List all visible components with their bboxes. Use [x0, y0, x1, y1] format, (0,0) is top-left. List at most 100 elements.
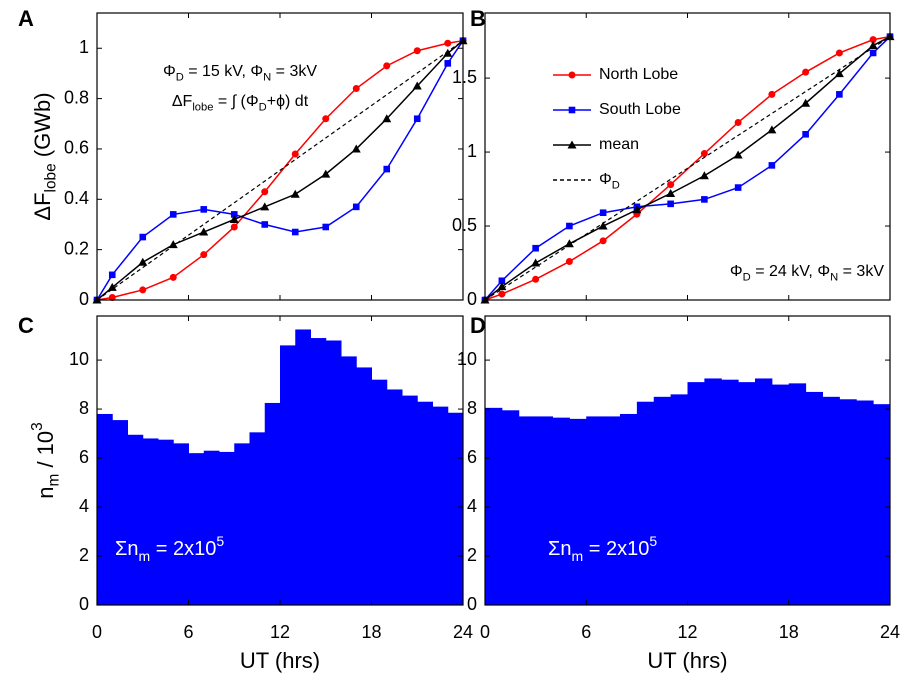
series-line — [484, 36, 891, 301]
marker — [599, 209, 607, 217]
y-tick-label: 6 — [79, 447, 89, 467]
bar — [325, 340, 342, 605]
marker — [169, 273, 177, 281]
y-tick-label: 0.5 — [452, 215, 477, 235]
panel-label: D — [470, 313, 486, 338]
bar — [356, 367, 372, 605]
bar — [805, 391, 823, 605]
marker — [701, 196, 708, 203]
marker — [230, 211, 238, 218]
legend-label: South Lobe — [599, 101, 681, 118]
text-part: D — [743, 272, 751, 284]
y-tick-label: 0 — [467, 289, 477, 309]
series-line — [96, 39, 464, 301]
panel-label: C — [18, 313, 34, 338]
bar — [721, 379, 739, 605]
y-tick-label: 8 — [79, 398, 89, 418]
marker — [835, 49, 843, 57]
marker — [443, 48, 453, 57]
bar — [771, 384, 790, 605]
x-tick-label: 18 — [779, 622, 799, 642]
marker — [383, 165, 391, 173]
marker — [598, 221, 608, 230]
x-tick-label: 6 — [183, 622, 193, 642]
marker — [229, 214, 239, 223]
marker — [444, 39, 452, 47]
marker — [632, 205, 642, 214]
y-tick-label: 10 — [69, 349, 89, 369]
bar — [755, 378, 773, 605]
bar — [535, 416, 553, 605]
marker — [230, 223, 238, 231]
text-part: = 3kV — [838, 263, 884, 280]
marker — [802, 68, 810, 76]
bar — [822, 396, 840, 605]
text-part: = 15 kV, Φ — [184, 63, 263, 80]
text-part: = ∫ (Φ — [213, 93, 258, 110]
marker — [290, 189, 300, 198]
y-tick-label: 2 — [467, 545, 477, 565]
text-part: D — [259, 102, 267, 114]
marker — [666, 188, 676, 197]
bar — [173, 443, 189, 605]
y-tick-label: 6 — [467, 447, 477, 467]
y-tick-label: 1 — [79, 37, 89, 57]
bar — [518, 416, 537, 605]
y-tick-label: 0 — [79, 594, 89, 614]
x-tick-label: 18 — [361, 622, 381, 642]
marker — [565, 258, 573, 266]
legend-marker — [568, 71, 576, 79]
marker — [382, 114, 392, 123]
annotation: Σnm = 2x105 — [548, 533, 657, 564]
bar — [371, 379, 388, 605]
x-tick-label: 24 — [880, 622, 900, 642]
series-line — [96, 40, 464, 301]
marker — [564, 239, 574, 248]
marker — [199, 227, 209, 236]
series-line — [96, 40, 464, 301]
bar — [856, 400, 874, 605]
bar — [485, 407, 503, 605]
bar — [219, 451, 235, 605]
text-part: 5 — [216, 533, 224, 549]
marker — [767, 125, 777, 134]
marker — [734, 184, 742, 191]
text-part: Σn — [115, 538, 139, 560]
marker — [869, 49, 877, 57]
y-tick-label: 0.2 — [64, 238, 89, 258]
y-tick-label: 1.5 — [452, 67, 477, 87]
bar — [552, 417, 570, 605]
marker — [260, 202, 270, 211]
marker — [801, 98, 811, 107]
marker — [413, 47, 421, 55]
bar — [249, 432, 266, 605]
panel-label: A — [18, 6, 34, 31]
marker — [412, 81, 422, 90]
bar — [158, 439, 174, 605]
bar — [653, 396, 672, 605]
marker — [532, 244, 539, 252]
text-part: N — [830, 272, 838, 284]
annotation: ΦD = 15 kV, ΦN = 3kV — [163, 63, 317, 83]
text-part: (GWb) — [30, 92, 55, 163]
marker — [699, 171, 709, 180]
text-part: D — [612, 180, 620, 192]
bar — [234, 443, 250, 605]
x-axis-label: UT (hrs) — [647, 648, 727, 673]
y-tick-label: 0.8 — [64, 87, 89, 107]
marker — [108, 293, 116, 301]
text-part: ΔF — [30, 192, 55, 220]
bar — [203, 450, 220, 605]
y-axis-label: nm / 103 — [29, 422, 63, 498]
y-tick-label: 0 — [467, 594, 477, 614]
x-tick-label: 12 — [677, 622, 697, 642]
y-tick-label: 0.6 — [64, 138, 89, 158]
marker — [352, 203, 360, 211]
y-tick-label: 0 — [79, 289, 89, 309]
marker — [498, 277, 506, 285]
annotation: ΦD = 24 kV, ΦN = 3kV — [730, 263, 884, 283]
annotation: Σnm = 2x105 — [115, 533, 224, 564]
bar — [142, 438, 159, 605]
legend-marker — [568, 106, 576, 114]
text-part: Φ — [599, 171, 612, 188]
